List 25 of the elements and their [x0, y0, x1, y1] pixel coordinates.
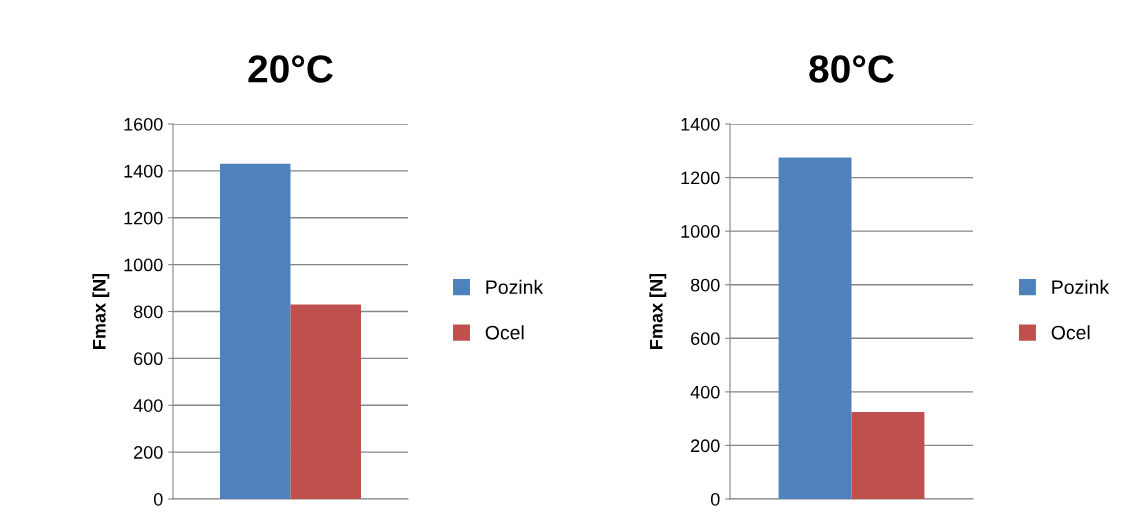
- y-tick-label: 400: [690, 385, 720, 399]
- chart-title: 80°C: [809, 55, 894, 83]
- y-tick-label: 1200: [124, 211, 163, 225]
- y-tick-label: 1600: [124, 117, 163, 131]
- y-tick-label: 1000: [681, 225, 720, 238]
- y-tick-label: 400: [133, 399, 163, 412]
- y-tick-label: 1200: [681, 171, 720, 185]
- y-tick-label: 200: [134, 446, 163, 459]
- y-tick-label: 0: [153, 492, 163, 506]
- legend-label: Pozink: [1052, 279, 1110, 295]
- legend-label: Ocel: [485, 325, 524, 340]
- y-tick-label: 1000: [124, 258, 163, 272]
- y-tick-label: 0: [710, 492, 720, 506]
- y-tick-label: 800: [133, 305, 163, 319]
- y-tick-label: 600: [691, 332, 720, 346]
- y-axis-title: Fmax [N]: [649, 273, 667, 349]
- y-tick-label: 1400: [124, 164, 163, 178]
- y-tick-label: 1400: [681, 117, 720, 131]
- legend-label: Pozink: [486, 279, 544, 295]
- y-tick-label: 800: [690, 278, 720, 292]
- y-tick-label: 200: [691, 439, 720, 453]
- y-axis-title: Fmax [N]: [92, 273, 110, 349]
- legend-label: Ocel: [1051, 325, 1090, 340]
- chart-title: 20°C: [248, 55, 333, 83]
- y-tick-label: 600: [134, 352, 163, 366]
